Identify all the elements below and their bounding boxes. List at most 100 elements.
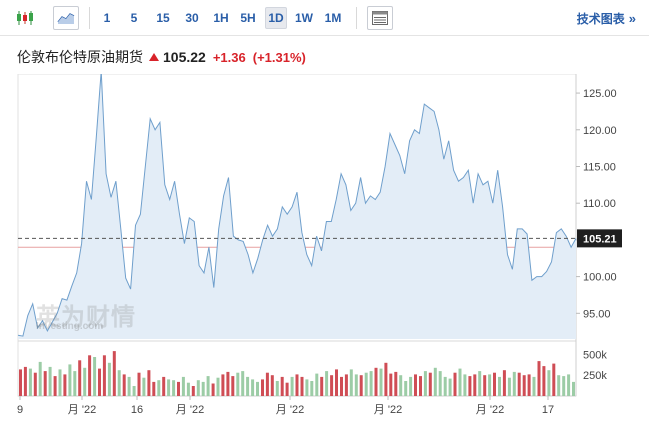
volume-bar bbox=[33, 372, 37, 396]
volume-bar bbox=[78, 360, 82, 396]
price-area bbox=[18, 74, 576, 339]
volume-bar bbox=[122, 374, 126, 396]
volume-bar bbox=[221, 374, 225, 396]
volume-bar bbox=[38, 361, 42, 396]
volume-bar bbox=[206, 376, 210, 396]
x-tick-label: 月 '22 bbox=[374, 404, 402, 416]
interval-5[interactable]: 5 bbox=[130, 11, 138, 25]
volume-bar bbox=[483, 375, 487, 396]
y-tick-label: 115.00 bbox=[583, 161, 616, 173]
volume-bar bbox=[93, 357, 97, 396]
chart-toolbar: 1 5 15 30 1H 5H 1D 1W 1M 技术图表 » bbox=[0, 0, 649, 36]
volume-bar bbox=[325, 371, 329, 396]
volume-bar bbox=[473, 374, 477, 396]
technical-chart-link[interactable]: 技术图表 » bbox=[577, 7, 636, 29]
volume-bar bbox=[162, 376, 166, 396]
volume-bar bbox=[73, 371, 77, 396]
volume-bar bbox=[98, 368, 101, 396]
volume-bar bbox=[280, 376, 284, 396]
interval-1m[interactable]: 1M bbox=[324, 11, 342, 25]
watermark-sub: Investing.com bbox=[36, 321, 104, 332]
volume-bar bbox=[567, 374, 571, 396]
watermark-logo: 英为财情 bbox=[36, 304, 136, 331]
x-tick-label: 月 '22 bbox=[68, 404, 96, 416]
volume-bar bbox=[196, 380, 200, 396]
volume-bar bbox=[547, 370, 551, 396]
volume-bar bbox=[488, 374, 492, 396]
volume-bar bbox=[384, 362, 388, 396]
volume-bar bbox=[231, 376, 235, 396]
volume-bar bbox=[512, 371, 516, 396]
volume-bar bbox=[517, 372, 521, 396]
interval-1h[interactable]: 1H bbox=[213, 11, 229, 25]
volume-bar bbox=[320, 376, 324, 396]
volume-bar bbox=[498, 376, 501, 396]
last-price: 105.22 bbox=[163, 49, 206, 65]
interval-5h[interactable]: 5H bbox=[240, 11, 256, 25]
volume-bar bbox=[117, 370, 121, 396]
toolbar-separator bbox=[356, 7, 357, 29]
volume-bar bbox=[191, 386, 195, 396]
volume-bar bbox=[226, 371, 230, 396]
volume-bar bbox=[542, 366, 546, 396]
y-tick-label: 120.00 bbox=[583, 125, 617, 137]
up-arrow-icon bbox=[149, 53, 159, 61]
volume-bar bbox=[201, 381, 205, 396]
volume-bar bbox=[137, 372, 141, 396]
interval-30[interactable]: 30 bbox=[185, 11, 199, 25]
volume-bar bbox=[186, 382, 190, 396]
volume-bar bbox=[295, 374, 299, 396]
interval-15[interactable]: 15 bbox=[156, 11, 170, 25]
volume-bar bbox=[181, 376, 185, 396]
volume-bar bbox=[522, 375, 526, 396]
current-price-label: 105.21 bbox=[583, 233, 617, 245]
area-chart-icon[interactable] bbox=[53, 6, 79, 30]
volume-bar bbox=[552, 363, 556, 396]
volume-bar bbox=[53, 376, 57, 396]
volume-bar bbox=[152, 381, 156, 396]
volume-bar bbox=[63, 374, 67, 396]
volume-bar bbox=[354, 374, 358, 396]
volume-bar bbox=[335, 369, 338, 396]
volume-bar bbox=[107, 362, 111, 396]
volume-bar bbox=[275, 381, 279, 396]
interval-1d[interactable]: 1D bbox=[265, 7, 287, 29]
volume-bar bbox=[359, 375, 363, 396]
price-chart-svg: 125.00120.00115.00110.00105.00100.0095.0… bbox=[17, 74, 622, 416]
volume-bar bbox=[261, 379, 264, 396]
volume-bar bbox=[438, 371, 442, 396]
volume-bar bbox=[68, 364, 72, 396]
volume-bar bbox=[419, 376, 422, 396]
volume-bar bbox=[285, 382, 289, 396]
volume-bar bbox=[349, 369, 353, 396]
current-price-tag bbox=[577, 229, 622, 248]
candlestick-icon[interactable] bbox=[12, 6, 38, 30]
volume-bar bbox=[409, 376, 413, 396]
price-chart[interactable]: 125.00120.00115.00110.00105.00100.0095.0… bbox=[0, 74, 649, 438]
interval-1[interactable]: 1 bbox=[103, 11, 111, 25]
volume-bar bbox=[443, 376, 447, 396]
volume-bar bbox=[315, 373, 319, 396]
volume-bar bbox=[344, 374, 348, 396]
volume-bar bbox=[211, 383, 215, 396]
x-tick-label: 9 bbox=[17, 404, 23, 416]
chevron-right-icon: » bbox=[628, 10, 636, 26]
volume-bar bbox=[290, 376, 294, 396]
volume-bar bbox=[265, 372, 269, 396]
volume-bar bbox=[142, 377, 146, 396]
volume-bar bbox=[493, 372, 496, 396]
y-tick-label: 100.00 bbox=[583, 272, 617, 284]
volume-bar bbox=[147, 370, 151, 396]
volume-bar bbox=[43, 371, 47, 396]
volume-bar bbox=[394, 371, 398, 396]
volume-bar bbox=[216, 377, 220, 396]
interval-1w[interactable]: 1W bbox=[295, 11, 313, 25]
volume-bar bbox=[433, 367, 437, 396]
volume-bar bbox=[112, 351, 116, 396]
volume-bar bbox=[369, 371, 373, 396]
volume-bar bbox=[468, 376, 472, 396]
y-tick-label: 110.00 bbox=[583, 198, 616, 210]
table-icon[interactable] bbox=[367, 6, 393, 30]
x-tick-label: 月 '22 bbox=[176, 404, 204, 416]
volume-bar bbox=[256, 381, 259, 396]
